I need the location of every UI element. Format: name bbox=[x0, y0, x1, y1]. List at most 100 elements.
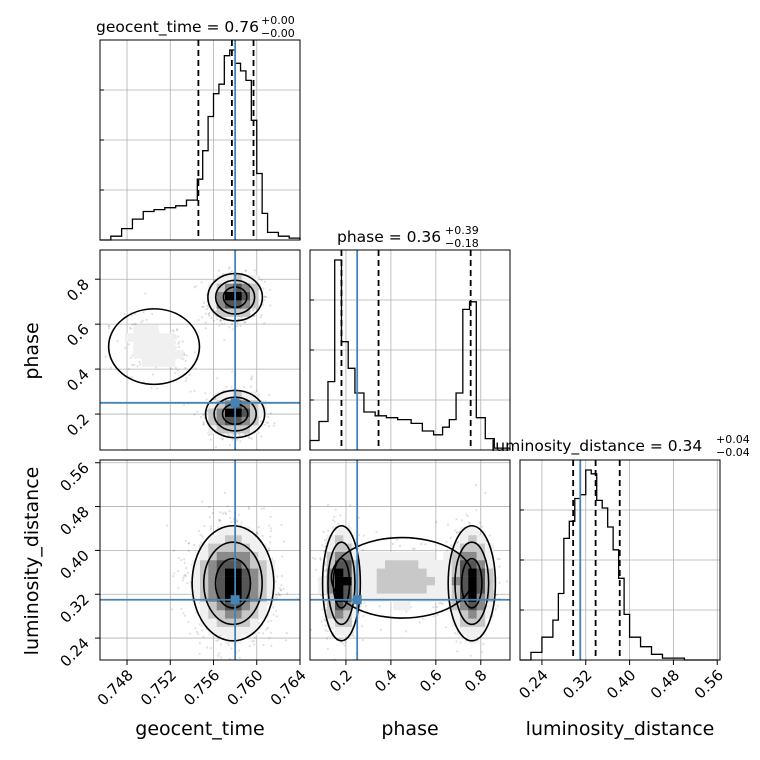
sample-point bbox=[253, 315, 256, 318]
sample-point bbox=[276, 594, 279, 597]
density-cell bbox=[166, 358, 176, 367]
sample-point bbox=[239, 324, 242, 328]
sample-point bbox=[181, 579, 184, 582]
density-cell bbox=[233, 551, 242, 561]
density-cell bbox=[485, 568, 494, 577]
sample-point bbox=[332, 519, 335, 522]
marks-layer bbox=[100, 40, 718, 661]
histogram-luminosity_distance bbox=[520, 469, 718, 661]
sample-point bbox=[208, 311, 211, 315]
sample-point bbox=[150, 386, 153, 389]
sample-point bbox=[324, 563, 327, 566]
density-cell bbox=[133, 333, 142, 342]
xtick-label-phase-0: 0.2 bbox=[326, 666, 356, 696]
density-cell bbox=[258, 560, 267, 569]
density-cell bbox=[468, 610, 477, 619]
sample-point bbox=[269, 527, 272, 530]
sample-point bbox=[193, 389, 196, 392]
sample-point bbox=[230, 386, 233, 389]
density-cell bbox=[401, 585, 411, 594]
density-cell bbox=[141, 333, 151, 342]
sample-point bbox=[142, 311, 145, 314]
density-cell bbox=[385, 551, 394, 561]
density-cell bbox=[485, 610, 494, 619]
sample-point bbox=[205, 312, 208, 315]
density-cell bbox=[225, 560, 234, 569]
sample-point bbox=[224, 511, 227, 514]
sample-point bbox=[127, 368, 130, 371]
density-cell bbox=[326, 560, 336, 569]
sample-point bbox=[273, 422, 276, 425]
sample-point bbox=[269, 412, 272, 415]
density-cell bbox=[401, 568, 411, 577]
density-cell bbox=[208, 416, 217, 426]
sample-point bbox=[199, 416, 202, 419]
sample-point bbox=[475, 509, 478, 512]
ytick-label-phase-3: 0.8 bbox=[63, 275, 93, 305]
density-cell bbox=[266, 576, 276, 586]
density-cell bbox=[233, 585, 242, 594]
density-cell bbox=[250, 601, 259, 611]
sample-point bbox=[259, 316, 262, 319]
density-cell bbox=[351, 585, 361, 594]
density-cell bbox=[250, 283, 259, 292]
density-cell bbox=[443, 593, 452, 602]
sample-point bbox=[455, 531, 459, 534]
density-cell bbox=[200, 618, 209, 627]
density-cell bbox=[241, 568, 251, 577]
sample-point bbox=[476, 639, 480, 642]
sample-point bbox=[188, 373, 191, 377]
sample-point bbox=[255, 389, 258, 393]
sample-point bbox=[221, 512, 225, 515]
density-cell bbox=[426, 568, 436, 577]
sample-point bbox=[456, 632, 459, 636]
sample-point bbox=[256, 532, 259, 535]
density-cell bbox=[216, 300, 226, 309]
sample-point bbox=[124, 346, 127, 349]
density-cell bbox=[158, 341, 167, 351]
contour-luminosity_distance|phase-0-1 bbox=[327, 541, 356, 626]
sample-point bbox=[435, 521, 438, 524]
sample-point bbox=[324, 600, 327, 603]
density-cell bbox=[208, 585, 217, 594]
sample-point bbox=[247, 506, 251, 509]
sample-point bbox=[362, 534, 365, 537]
density-cell bbox=[410, 560, 419, 569]
xtick-label-phase-1: 0.4 bbox=[371, 666, 401, 696]
density-cell bbox=[216, 585, 226, 594]
sample-point bbox=[267, 548, 270, 551]
sample-point bbox=[209, 438, 212, 441]
sample-point bbox=[269, 535, 272, 538]
xtick-label-luminosity_distance-2: 0.40 bbox=[603, 666, 639, 702]
sample-point bbox=[326, 637, 329, 640]
sample-point bbox=[130, 363, 134, 367]
sample-point bbox=[107, 325, 110, 328]
sample-point bbox=[186, 571, 189, 574]
sample-point bbox=[220, 323, 223, 326]
sample-point bbox=[405, 610, 408, 613]
sample-point bbox=[446, 549, 449, 552]
density-cell bbox=[376, 585, 386, 594]
density-cell bbox=[476, 618, 486, 627]
density-cell bbox=[208, 593, 217, 602]
sample-point bbox=[466, 515, 469, 518]
sample-point bbox=[144, 292, 147, 295]
sample-point bbox=[361, 639, 364, 642]
sample-point bbox=[208, 516, 211, 519]
density-cell bbox=[418, 568, 427, 577]
sample-point bbox=[197, 529, 201, 533]
density-cell bbox=[250, 560, 259, 569]
density-cell bbox=[460, 526, 469, 536]
sample-point bbox=[262, 644, 265, 647]
density-cell bbox=[418, 551, 427, 561]
density-cell bbox=[460, 568, 469, 577]
sample-point bbox=[436, 613, 440, 617]
sample-point bbox=[268, 393, 271, 396]
density-cell bbox=[343, 618, 352, 627]
density-cell bbox=[241, 535, 251, 544]
density-cell bbox=[191, 593, 201, 602]
density-cell bbox=[225, 275, 234, 284]
density-cell bbox=[335, 585, 344, 594]
sample-point bbox=[277, 592, 280, 595]
xlabel-luminosity-distance: luminosity_distance bbox=[526, 718, 715, 740]
